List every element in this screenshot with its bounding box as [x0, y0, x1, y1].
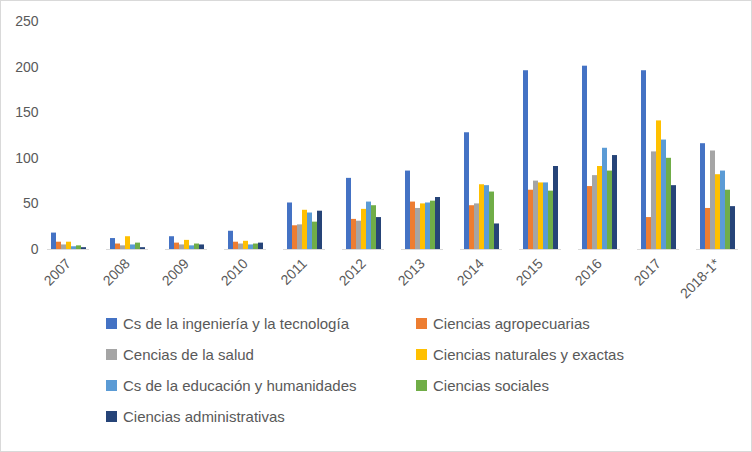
- svg-text:2014: 2014: [453, 255, 486, 288]
- svg-text:100: 100: [15, 150, 39, 166]
- svg-text:2010: 2010: [217, 255, 250, 288]
- svg-text:2016: 2016: [571, 255, 604, 288]
- svg-text:150: 150: [15, 104, 39, 120]
- svg-text:2015: 2015: [512, 255, 545, 288]
- svg-text:2018-1*: 2018-1*: [677, 255, 723, 301]
- html-text:Ciencias naturales y exactas: Ciencias naturales y exactas: [433, 346, 624, 363]
- svg-text:200: 200: [15, 59, 39, 75]
- html-text:Cs de la educación y humanidad: Cs de la educación y humanidades: [123, 377, 357, 394]
- svg-text:2017: 2017: [630, 255, 663, 288]
- html-text:Ciencias agropecuarias: Ciencias agropecuarias: [433, 315, 590, 332]
- svg-text:2008: 2008: [99, 255, 132, 288]
- html-text:Cencias de la salud: Cencias de la salud: [123, 346, 254, 363]
- html-text:Cs de la ingeniería y la tecno: Cs de la ingeniería y la tecnología: [123, 315, 349, 332]
- svg-text:2011: 2011: [277, 255, 310, 288]
- svg-text:2009: 2009: [158, 255, 191, 288]
- svg-text:2007: 2007: [40, 255, 73, 288]
- svg-text:250: 250: [15, 13, 39, 29]
- svg-text:2012: 2012: [335, 255, 368, 288]
- html-text:Ciencias sociales: Ciencias sociales: [433, 377, 549, 394]
- svg-text:0: 0: [31, 241, 39, 257]
- svg-text:2013: 2013: [394, 255, 427, 288]
- svg-text:50: 50: [23, 195, 39, 211]
- html-text:Ciencias administrativas: Ciencias administrativas: [123, 408, 285, 425]
